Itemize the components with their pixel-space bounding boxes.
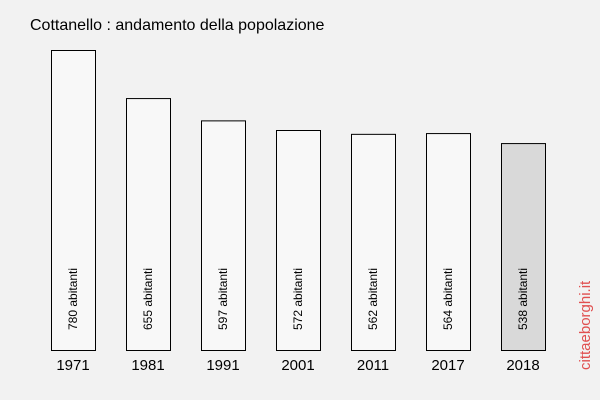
bar-value-label-1981: 655 abitanti	[141, 268, 155, 330]
x-tick-2011: 2011	[357, 357, 389, 374]
bar-1971	[51, 50, 96, 351]
bar-1981	[126, 98, 171, 351]
bar-value-label-2018: 538 abitanti	[516, 268, 530, 330]
bar-value-label-2011: 562 abitanti	[366, 268, 380, 330]
bar-value-label-2017: 564 abitanti	[441, 268, 455, 330]
bar-value-label-1991: 597 abitanti	[216, 268, 230, 330]
data-labels-group: 780 abitanti 655 abitanti 597 abitanti 572 …	[66, 268, 530, 330]
bar-2018	[501, 143, 546, 351]
watermark-text: cittaeborghi.it	[577, 280, 594, 370]
bar-2001	[276, 130, 321, 351]
bar-2011	[351, 133, 396, 351]
x-tick-1991: 1991	[206, 357, 239, 374]
x-tick-2017: 2017	[431, 357, 464, 374]
x-tick-2018: 2018	[506, 357, 539, 374]
bar-value-label-1971: 780 abitanti	[66, 268, 80, 330]
x-tick-1981: 1981	[131, 357, 164, 374]
bar-value-label-2001: 572 abitanti	[291, 268, 305, 330]
chart-title: Cottanello : andamento della popolazione	[30, 17, 325, 34]
x-tick-1971: 1971	[56, 357, 89, 374]
bars-group	[51, 50, 546, 351]
x-tick-2001: 2001	[281, 357, 314, 374]
bar-2017	[426, 133, 471, 351]
x-tick-labels-group: 1971 1981 1991 2001 2011 2017 2018	[56, 357, 539, 374]
bar-1991	[201, 120, 246, 351]
